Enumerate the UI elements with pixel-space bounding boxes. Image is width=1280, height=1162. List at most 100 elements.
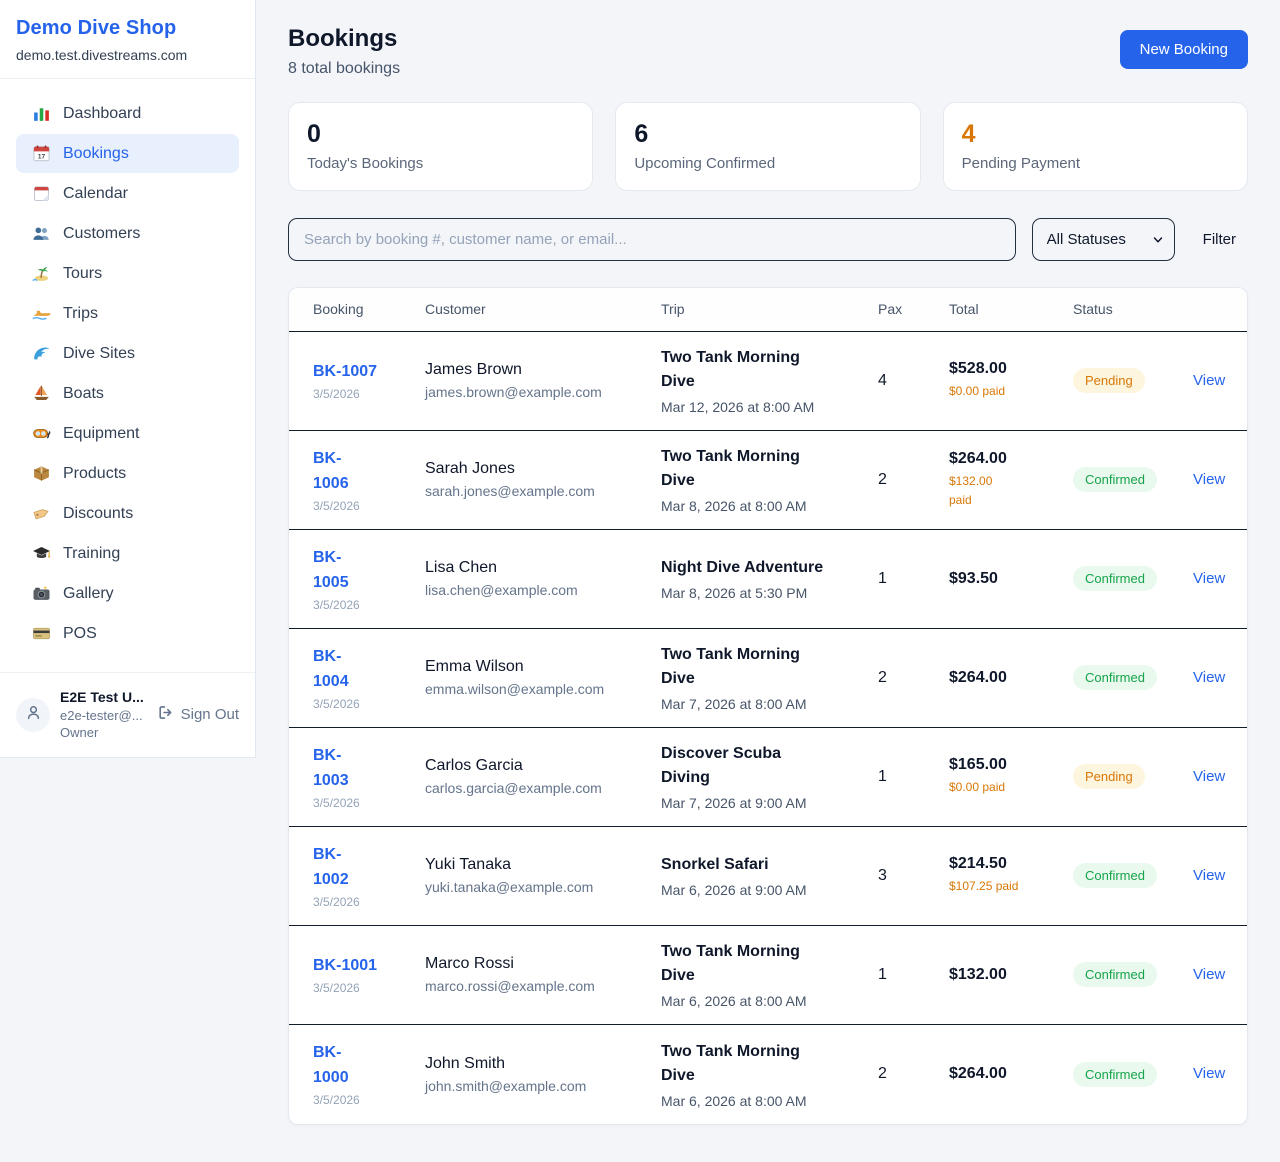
trip-name: Two Tank Morning Dive xyxy=(661,943,800,985)
booking-id-link[interactable]: BK- 1003 xyxy=(313,746,349,789)
total-amount: $264.00 xyxy=(949,450,1007,468)
sidebar-item-pos[interactable]: POS xyxy=(16,614,239,653)
sidebar-item-label: Customers xyxy=(63,224,141,242)
trip-name: Night Dive Adventure xyxy=(661,559,824,577)
status-badge: Confirmed xyxy=(1073,467,1157,493)
customer-name: Carlos Garcia xyxy=(425,757,523,775)
new-booking-button[interactable]: New Booking xyxy=(1119,30,1248,69)
booking-date: 3/5/2026 xyxy=(313,795,360,810)
sailboat-icon xyxy=(32,384,51,403)
credit-card-icon xyxy=(32,624,51,643)
sidebar-item-trips[interactable]: Trips xyxy=(16,294,239,333)
filter-controls: All Statuses Filter xyxy=(288,217,1248,261)
user-name: E2E Test U... xyxy=(60,689,144,705)
view-link[interactable]: View xyxy=(1193,569,1226,587)
booking-id-link[interactable]: BK-1007 xyxy=(313,363,378,381)
customer-email: john.smith@example.com xyxy=(425,1077,587,1094)
view-link[interactable]: View xyxy=(1193,767,1226,785)
stat-label: Upcoming Confirmed xyxy=(634,154,776,172)
sidebar-item-label: Equipment xyxy=(63,424,140,442)
customer-name: Lisa Chen xyxy=(425,559,498,577)
table-row: BK-1007 3/5/2026 James Brown james.brown… xyxy=(289,332,1247,431)
sidebar-item-bookings[interactable]: 17 Bookings xyxy=(16,134,239,173)
sidebar-item-dashboard[interactable]: Dashboard xyxy=(16,94,239,133)
total-amount: $214.50 xyxy=(949,855,1007,873)
sidebar-item-tours[interactable]: Tours xyxy=(16,254,239,293)
brand-domain: demo.test.divestreams.com xyxy=(16,47,188,63)
filter-button[interactable]: Filter xyxy=(1191,223,1248,256)
sidebar-item-customers[interactable]: Customers xyxy=(16,214,239,253)
trip-name: Two Tank Morning Dive xyxy=(661,1042,800,1084)
customer-name: James Brown xyxy=(425,361,522,379)
customer-email: marco.rossi@example.com xyxy=(425,978,595,995)
trip-name: Snorkel Safari xyxy=(661,856,769,874)
page-title-block: Bookings 8 total bookings xyxy=(288,25,400,78)
sidebar-item-products[interactable]: Products xyxy=(16,454,239,493)
view-link[interactable]: View xyxy=(1193,965,1226,983)
sidebar-item-label: Training xyxy=(63,544,121,562)
status-select[interactable]: All Statuses xyxy=(1031,217,1175,261)
paid-amount: $107.25 paid xyxy=(949,879,1019,894)
sidebar-item-calendar[interactable]: Calendar xyxy=(16,174,239,213)
trip-datetime: Mar 6, 2026 at 8:00 AM xyxy=(661,993,807,1010)
table-row: BK- 1005 3/5/2026 Lisa Chen lisa.chen@ex… xyxy=(289,530,1247,629)
paid-amount: $0.00 paid xyxy=(949,780,1006,795)
table-row: BK-1001 3/5/2026 Marco Rossi marco.rossi… xyxy=(289,926,1247,1025)
view-link[interactable]: View xyxy=(1193,371,1226,389)
sidebar-item-label: Calendar xyxy=(63,184,128,202)
status-badge: Pending xyxy=(1073,764,1145,790)
sidebar-item-boats[interactable]: Boats xyxy=(16,374,239,413)
sidebar-item-label: Products xyxy=(63,464,127,482)
logout-icon xyxy=(157,704,174,725)
stat-card-upcoming-confirmed: 6 Upcoming Confirmed xyxy=(615,102,921,191)
sidebar-item-dive-sites[interactable]: Dive Sites xyxy=(16,334,239,373)
column-header-booking: Booking xyxy=(313,301,364,318)
main-content: Bookings 8 total bookings New Booking 0 … xyxy=(256,0,1280,1155)
status-badge: Confirmed xyxy=(1073,863,1157,889)
package-icon xyxy=(32,464,51,483)
sidebar-item-label: Discounts xyxy=(63,504,134,522)
view-link[interactable]: View xyxy=(1193,866,1226,884)
sign-out-button[interactable]: Sign Out xyxy=(157,704,239,725)
sidebar-item-equipment[interactable]: Equipment xyxy=(16,414,239,453)
sidebar-item-training[interactable]: Training xyxy=(16,534,239,573)
booking-id-link[interactable]: BK- 1005 xyxy=(313,548,349,591)
total-amount: $528.00 xyxy=(949,360,1007,378)
view-link[interactable]: View xyxy=(1193,470,1226,488)
paid-amount: $132.00 paid xyxy=(949,474,993,507)
sidebar: Demo Dive Shop demo.test.divestreams.com… xyxy=(0,0,256,758)
diving-mask-icon xyxy=(32,424,51,443)
trip-name: Two Tank Morning Dive xyxy=(661,646,800,688)
sidebar-item-label: Dive Sites xyxy=(63,344,136,362)
stat-value: 6 xyxy=(634,120,649,148)
booking-id-link[interactable]: BK- 1004 xyxy=(313,647,349,690)
booking-id-link[interactable]: BK-1001 xyxy=(313,957,378,975)
sidebar-item-gallery[interactable]: Gallery xyxy=(16,574,239,613)
pax-count: 2 xyxy=(878,470,887,488)
search-input[interactable] xyxy=(288,217,1016,261)
booking-id-link[interactable]: BK- 1006 xyxy=(313,449,349,492)
customer-name: Sarah Jones xyxy=(425,460,515,478)
user-row: E2E Test U... e2e-tester@... Owner Sign … xyxy=(0,672,255,757)
user-email: e2e-tester@... xyxy=(60,707,143,723)
user-role: Owner xyxy=(60,725,99,741)
view-link[interactable]: View xyxy=(1193,668,1226,686)
status-badge: Confirmed xyxy=(1073,566,1157,592)
page-header: Bookings 8 total bookings New Booking xyxy=(288,25,1248,78)
table-row: BK- 1006 3/5/2026 Sarah Jones sarah.jone… xyxy=(289,431,1247,530)
sidebar-item-discounts[interactable]: Discounts xyxy=(16,494,239,533)
bar-chart-icon xyxy=(32,104,51,123)
trip-name: Discover Scuba Diving xyxy=(661,745,782,787)
total-amount: $165.00 xyxy=(949,756,1007,774)
table-row: BK- 1002 3/5/2026 Yuki Tanaka yuki.tanak… xyxy=(289,827,1247,926)
total-amount: $93.50 xyxy=(949,569,998,587)
booking-id-link[interactable]: BK- 1000 xyxy=(313,1044,349,1087)
booking-id-link[interactable]: BK- 1002 xyxy=(313,845,349,888)
trip-datetime: Mar 7, 2026 at 8:00 AM xyxy=(661,696,807,713)
table-row: BK- 1003 3/5/2026 Carlos Garcia carlos.g… xyxy=(289,728,1247,827)
sidebar-item-label: Boats xyxy=(63,384,104,402)
graduation-cap-icon xyxy=(32,544,51,563)
customer-name: John Smith xyxy=(425,1054,506,1072)
trip-name: Two Tank Morning Dive xyxy=(661,349,800,391)
view-link[interactable]: View xyxy=(1193,1065,1226,1083)
